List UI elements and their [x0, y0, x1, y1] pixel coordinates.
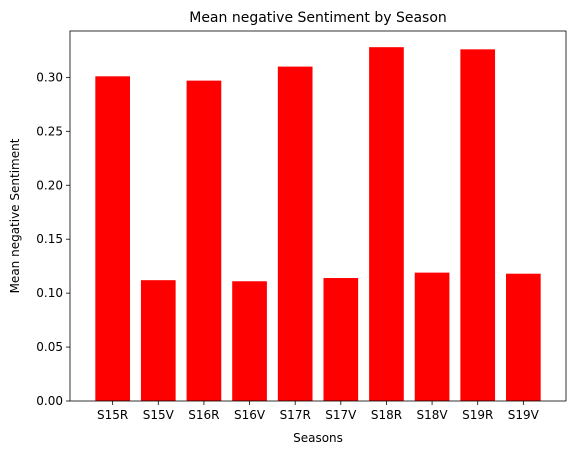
x-tick-label: S16R: [188, 408, 219, 422]
bar-s17v: [323, 278, 359, 401]
x-tick-label: S15R: [97, 408, 128, 422]
y-axis-label: Mean negative Sentiment: [8, 138, 22, 293]
chart-title: Mean negative Sentiment by Season: [189, 10, 447, 26]
x-tick-label: S19V: [508, 408, 540, 422]
y-tick-label: 0.00: [36, 394, 63, 408]
y-axis-ticks: 0.00 0.05 0.10 0.15 0.20 0.25 0.30: [36, 70, 70, 408]
bar-s15r: [95, 76, 130, 401]
bar-s17r: [277, 66, 313, 401]
bar-s16v: [232, 281, 267, 401]
y-tick-label: 0.10: [36, 286, 63, 300]
x-tick-label: S18R: [371, 408, 402, 422]
y-tick-label: 0.20: [36, 178, 63, 192]
x-axis-label: Seasons: [293, 431, 343, 445]
bar-s18r: [369, 47, 404, 402]
x-tick-label: S15V: [143, 408, 175, 422]
bar-s18v: [414, 272, 450, 401]
plot-frame: [69, 30, 567, 402]
y-tick-label: 0.25: [36, 124, 63, 138]
x-tick-label: S18V: [417, 408, 449, 422]
bars-group: [95, 47, 541, 402]
y-tick-label: 0.30: [36, 70, 63, 84]
bar-s16r: [186, 80, 222, 402]
x-axis-ticks: S15R S15V S16R S16V S17R S17V S18R S18V S19R S19V: [97, 401, 540, 422]
x-tick-label: S17R: [280, 408, 311, 422]
y-tick-label: 0.15: [36, 232, 63, 246]
bar-s19v: [506, 273, 541, 401]
bar-s15v: [140, 280, 176, 401]
x-tick-label: S17V: [325, 408, 357, 422]
bar-s19r: [460, 49, 496, 402]
x-tick-label: S19R: [462, 408, 493, 422]
y-tick-label: 0.05: [36, 340, 63, 354]
x-tick-label: S16V: [234, 408, 266, 422]
